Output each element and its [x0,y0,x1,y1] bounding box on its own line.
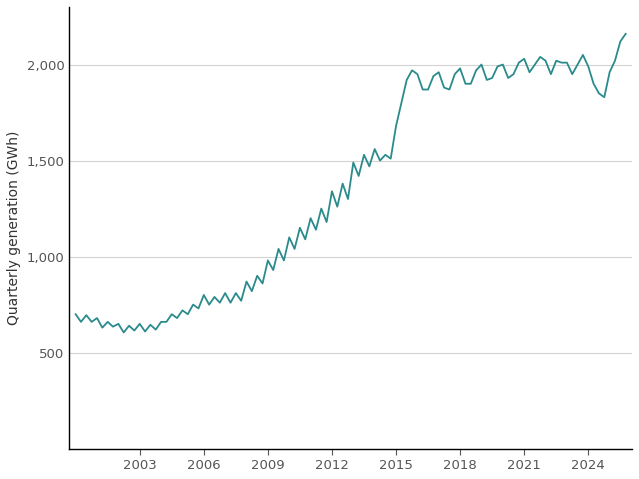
Y-axis label: Quarterly generation (GWh): Quarterly generation (GWh) [7,131,21,325]
